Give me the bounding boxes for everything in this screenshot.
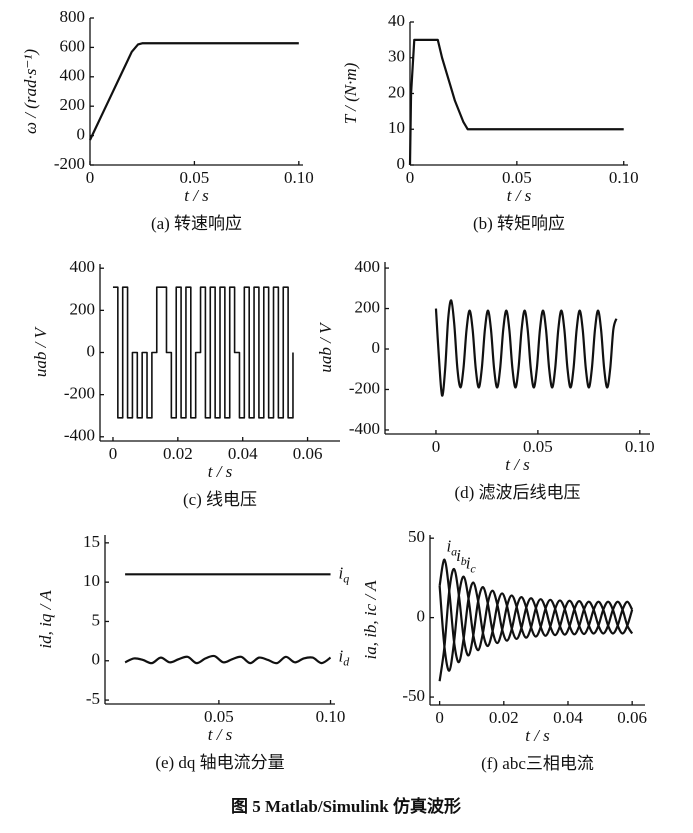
- panel-caption: (a) 转速响应: [151, 214, 242, 233]
- x-axis-label: t / s: [184, 186, 209, 205]
- x-tick-label: 0.10: [284, 168, 314, 187]
- data-line: [124, 654, 332, 665]
- y-tick-label: 200: [70, 299, 96, 318]
- x-axis-label: t / s: [208, 462, 233, 481]
- y-tick-label: 200: [60, 95, 86, 114]
- data-line: [408, 38, 624, 166]
- figure-caption: 图 5 Matlab/Simulink 仿真波形: [231, 796, 461, 816]
- y-tick-label: 50: [408, 527, 425, 546]
- x-axis-label: t / s: [505, 455, 530, 474]
- x-axis-label: t / s: [208, 725, 233, 744]
- x-tick-label: 0.06: [617, 708, 647, 727]
- y-tick-label: 15: [83, 532, 100, 551]
- series-label: ib: [456, 546, 467, 568]
- y-tick-label: 200: [355, 297, 381, 316]
- data-line: [112, 286, 294, 419]
- y-tick-label: -50: [402, 686, 425, 705]
- y-tick-label: 400: [70, 257, 96, 276]
- data-line: [438, 575, 634, 672]
- panel-caption: (c) 线电压: [183, 490, 257, 509]
- x-tick-label: 0: [86, 168, 95, 187]
- y-axis-label: ia, ib, ic / A: [361, 580, 380, 660]
- y-tick-label: -400: [349, 419, 380, 438]
- series-label: ic: [466, 554, 477, 576]
- x-tick-label: 0.06: [293, 444, 323, 463]
- y-tick-label: 400: [60, 66, 86, 85]
- y-tick-label: 600: [60, 36, 86, 55]
- panel-caption: (d) 滤波后线电压: [454, 483, 580, 502]
- x-tick-label: 0.05: [180, 168, 210, 187]
- x-tick-label: 0: [406, 168, 415, 187]
- x-tick-label: 0.05: [204, 707, 234, 726]
- x-tick-label: 0: [432, 437, 441, 456]
- x-tick-label: 0.10: [609, 168, 639, 187]
- y-axis-label: ω / (rad·s⁻¹): [21, 49, 40, 134]
- y-tick-label: -400: [64, 426, 95, 445]
- y-tick-label: 10: [83, 571, 100, 590]
- y-tick-label: 0: [417, 607, 426, 626]
- x-tick-label: 0: [109, 444, 118, 463]
- x-tick-label: 0.10: [625, 437, 655, 456]
- series-label: ia: [446, 537, 457, 559]
- y-axis-label: T / (N·m): [341, 62, 360, 124]
- series-label: id: [339, 647, 351, 669]
- series-label: iq: [339, 563, 350, 585]
- y-tick-label: 40: [388, 11, 405, 30]
- data-line: [89, 42, 299, 141]
- x-tick-label: 0.02: [489, 708, 519, 727]
- y-tick-label: 0: [92, 650, 101, 669]
- y-axis-label: uab / V: [316, 321, 335, 373]
- x-axis-label: t / s: [525, 726, 550, 745]
- y-tick-label: -200: [64, 384, 95, 403]
- y-axis-label: id, iq / A: [36, 590, 55, 649]
- y-tick-label: -5: [86, 689, 100, 708]
- y-axis-label: uab / V: [31, 325, 50, 377]
- panel-caption: (e) dq 轴电流分量: [155, 753, 284, 772]
- x-tick-label: 0.04: [553, 708, 583, 727]
- y-tick-label: -200: [349, 378, 380, 397]
- y-tick-label: 10: [388, 118, 405, 137]
- data-line: [434, 299, 618, 397]
- x-tick-label: 0.10: [316, 707, 346, 726]
- y-tick-label: 400: [355, 257, 381, 276]
- y-tick-label: 0: [372, 338, 381, 357]
- y-tick-label: 5: [92, 610, 101, 629]
- y-tick-label: 800: [60, 7, 86, 26]
- x-tick-label: 0.04: [228, 444, 258, 463]
- y-tick-label: 30: [388, 47, 405, 66]
- data-line: [438, 567, 634, 682]
- x-tick-label: 0.05: [523, 437, 553, 456]
- y-tick-label: 0: [77, 125, 86, 144]
- panel-caption: (f) abc三相电流: [481, 754, 594, 773]
- x-tick-label: 0.05: [502, 168, 532, 187]
- y-tick-label: 20: [388, 82, 405, 101]
- y-tick-label: 0: [87, 341, 96, 360]
- x-tick-label: 0: [435, 708, 444, 727]
- y-tick-label: 0: [397, 154, 406, 173]
- x-axis-label: t / s: [507, 186, 532, 205]
- x-tick-label: 0.02: [163, 444, 193, 463]
- panel-caption: (b) 转矩响应: [473, 214, 565, 233]
- y-tick-label: -200: [54, 154, 85, 173]
